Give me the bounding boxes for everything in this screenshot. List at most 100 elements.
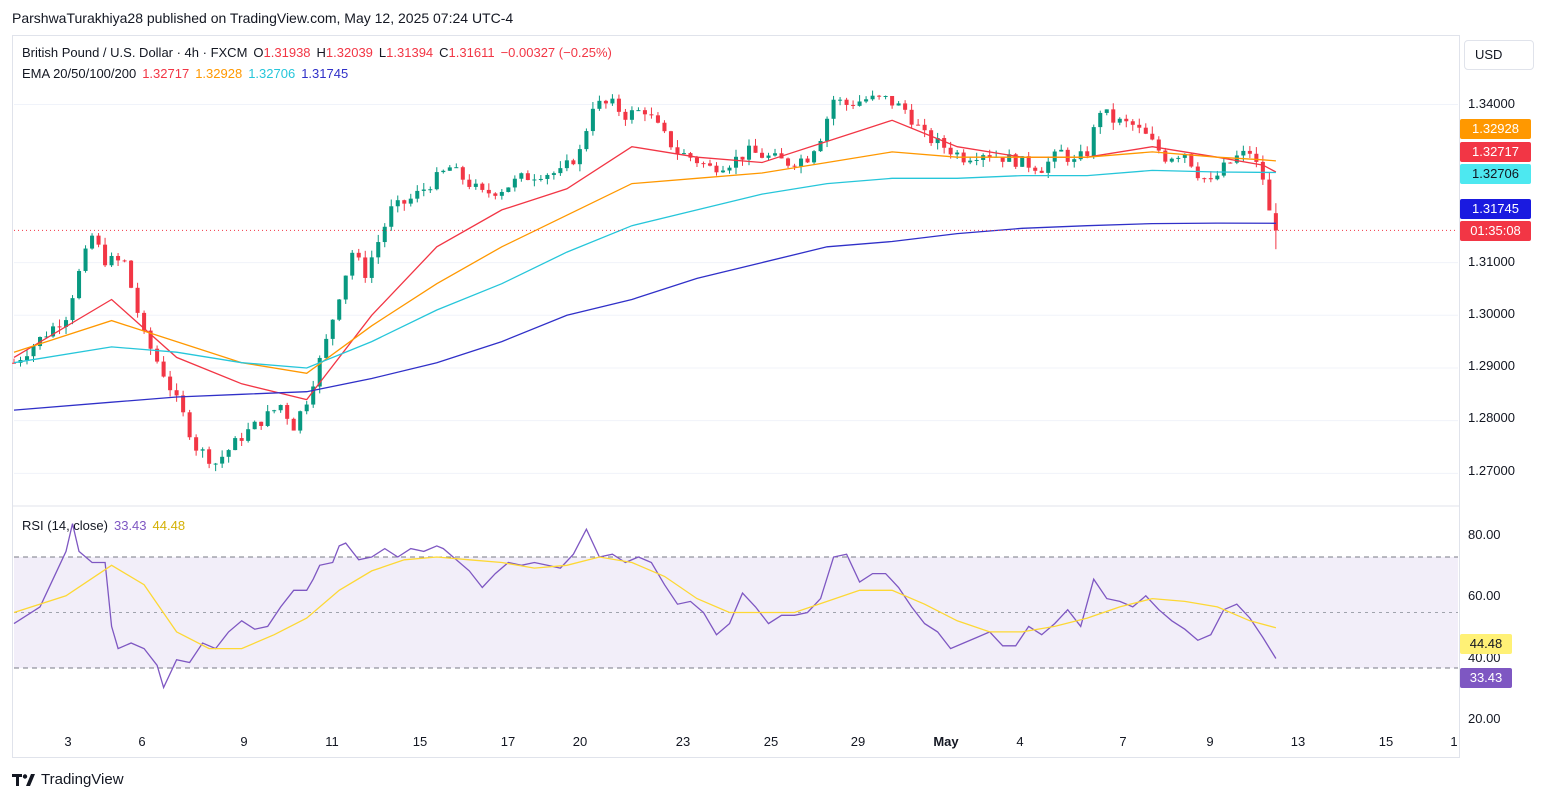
candle-body <box>1169 158 1174 162</box>
candle-body <box>376 242 381 258</box>
candle-body <box>1234 155 1239 163</box>
currency-button[interactable]: USD <box>1464 40 1534 70</box>
candle-body <box>616 98 621 112</box>
candle-body <box>116 255 121 261</box>
rsi-axis-label: 20.00 <box>1468 711 1501 726</box>
candle-body <box>1195 166 1200 179</box>
candle-body <box>831 99 836 119</box>
candle-body <box>408 198 413 204</box>
candle-body <box>356 252 361 258</box>
ema20-price-tag: 1.32717 <box>1460 142 1531 162</box>
candle-body <box>369 257 374 278</box>
candle-body <box>896 103 901 106</box>
candle-body <box>636 110 641 112</box>
candle-body <box>844 99 849 105</box>
candle-body <box>1046 161 1051 173</box>
candle-body <box>181 395 186 413</box>
candle-body <box>187 412 192 438</box>
candle-body <box>525 173 530 181</box>
candle-body <box>857 101 862 106</box>
candle-body <box>499 191 504 196</box>
candle-body <box>70 298 75 321</box>
tradingview-logo-icon <box>12 773 35 786</box>
candle-body <box>1215 175 1220 180</box>
ema100-price-tag: 1.32706 <box>1460 164 1531 184</box>
candle-body <box>363 257 368 278</box>
candle-body <box>51 326 56 337</box>
candle-body <box>1163 150 1168 162</box>
ema-line <box>13 151 1276 374</box>
price-axis-label: 1.34000 <box>1468 96 1515 111</box>
candle-body <box>870 95 875 100</box>
candle-body <box>1273 213 1278 231</box>
x-axis-label: 1 <box>1450 734 1458 749</box>
candle-body <box>298 411 303 431</box>
chart-frame <box>12 35 1460 758</box>
candle-body <box>610 98 615 104</box>
candle-body <box>1150 133 1155 140</box>
open-label: O <box>253 45 264 60</box>
candle-body <box>506 187 511 192</box>
candle-body <box>688 153 693 158</box>
candle-body <box>642 110 647 115</box>
candle-body <box>83 248 88 271</box>
candle-body <box>1247 150 1252 154</box>
x-axis-label: 25 <box>763 734 779 749</box>
candle-body <box>1072 159 1077 162</box>
candle-body <box>330 319 335 339</box>
candle-body <box>1091 127 1096 157</box>
candle-body <box>31 346 36 357</box>
open-value: 1.31938 <box>263 45 311 60</box>
x-axis-label: 6 <box>138 734 146 749</box>
candle-body <box>948 147 953 155</box>
candle-body <box>733 156 739 168</box>
tradingview-brand: TradingView <box>41 771 124 788</box>
x-axis-label: 9 <box>1206 734 1214 749</box>
x-axis-label: 3 <box>64 734 72 749</box>
tradingview-footer[interactable]: TradingView <box>12 771 124 788</box>
candle-body <box>681 153 686 155</box>
candle-body <box>773 153 778 156</box>
candle-body <box>1085 151 1090 157</box>
candle-body <box>200 449 205 451</box>
candle-body <box>564 160 569 169</box>
ema200-value: 1.31745 <box>301 66 349 81</box>
candle-body <box>532 179 537 181</box>
candle-body <box>168 376 173 391</box>
low-label: L <box>378 45 387 60</box>
candle-body <box>1176 157 1181 159</box>
candle-body <box>402 200 407 204</box>
price-axis-label: 1.27000 <box>1468 463 1515 478</box>
candle-body <box>753 145 758 153</box>
ema50-price-tag: 1.32928 <box>1460 119 1531 139</box>
candle-body <box>252 421 257 430</box>
candle-body <box>493 193 498 196</box>
candle-body <box>701 163 706 165</box>
candle-body <box>1059 149 1064 152</box>
rsi-legend: RSI (14, close) 33.43 44.48 <box>22 518 191 533</box>
candle-body <box>1228 162 1233 164</box>
rsi-ma-price-tag: 44.48 <box>1460 634 1512 654</box>
candle-body <box>382 226 387 243</box>
candle-body <box>44 336 49 338</box>
high-label: H <box>316 45 326 60</box>
candle-body <box>64 320 69 327</box>
symbol-legend: British Pound / U.S. Dollar · 4h · FXCM O… <box>22 45 618 60</box>
candle-body <box>1013 154 1018 167</box>
x-axis-label: 17 <box>500 734 516 749</box>
candle-body <box>968 160 973 163</box>
rsi-value: 33.43 <box>113 518 147 533</box>
price-axis-label: 1.29000 <box>1468 358 1515 373</box>
candle-body <box>1221 162 1226 176</box>
candle-body <box>395 200 400 207</box>
low-value: 1.31394 <box>386 45 434 60</box>
candle-body <box>655 115 660 123</box>
candle-body <box>890 95 895 106</box>
candle-body <box>974 159 979 161</box>
candle-body <box>441 170 446 173</box>
candle-body <box>792 165 797 167</box>
candle-body <box>246 429 251 441</box>
candle-body <box>1182 153 1187 158</box>
candle-body <box>714 165 719 173</box>
